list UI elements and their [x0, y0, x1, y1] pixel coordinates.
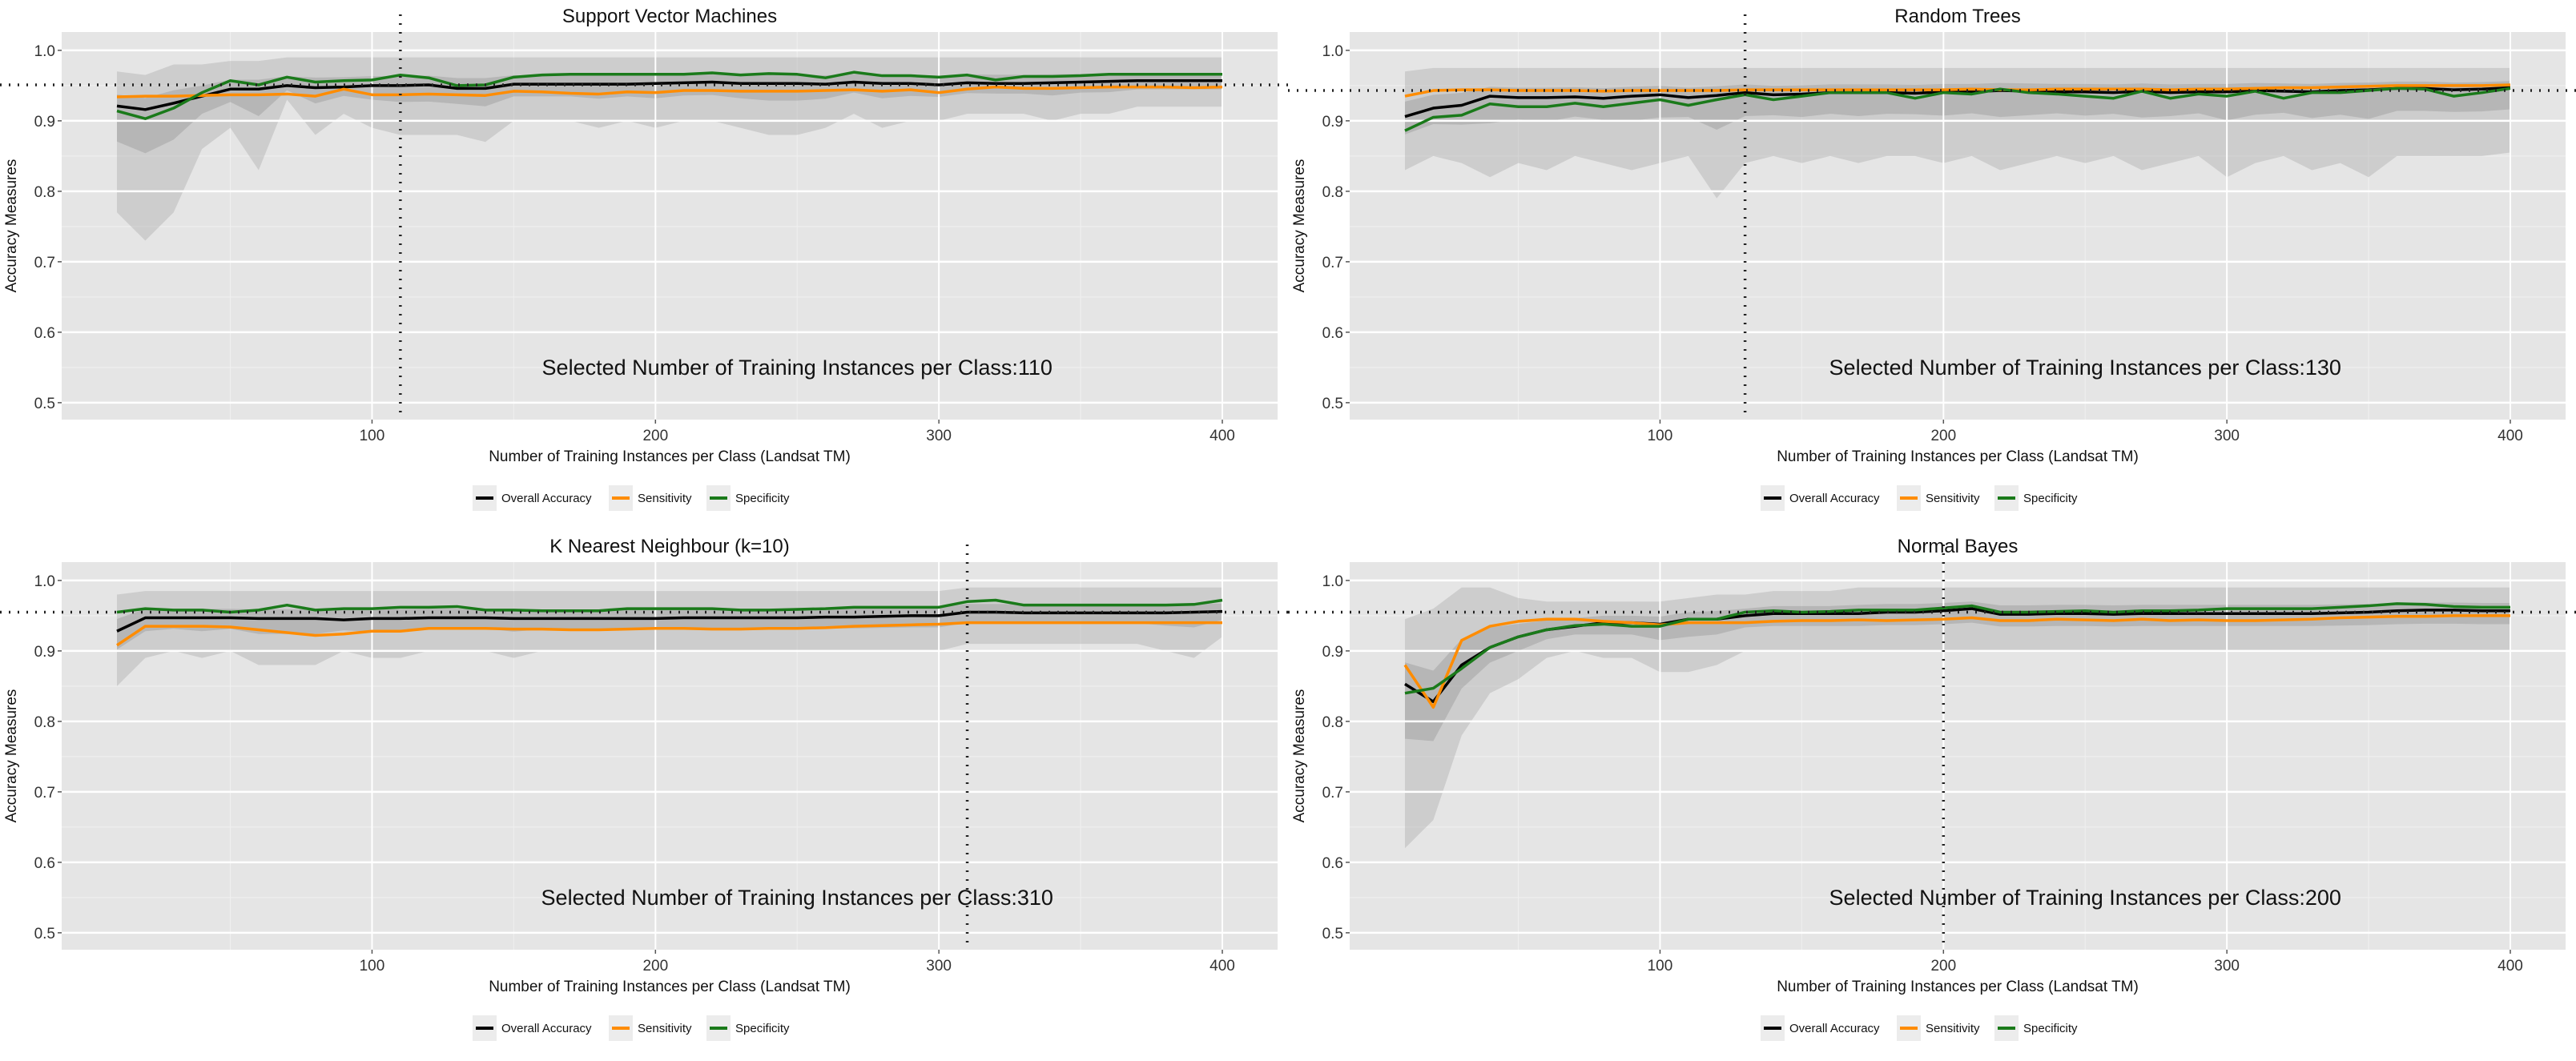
chart-panel-knn: Selected Number of Training Instances pe…: [0, 530, 1288, 1060]
y-tick-label: 0.5: [34, 926, 55, 942]
chart-title: Normal Bayes: [1898, 536, 2019, 557]
chart-title: K Nearest Neighbour (k=10): [549, 536, 789, 557]
chart-title: Support Vector Machines: [562, 6, 777, 27]
selection-annotation: Selected Number of Training Instances pe…: [1829, 356, 2341, 380]
chart-title: Random Trees: [1894, 6, 2020, 27]
x-tick-label: 100: [360, 428, 385, 444]
selection-annotation: Selected Number of Training Instances pe…: [1829, 886, 2341, 910]
y-tick-label: 0.5: [1322, 926, 1343, 942]
y-tick-label: 0.6: [34, 855, 55, 872]
x-tick-label: 100: [360, 958, 385, 975]
x-axis-label: Number of Training Instances per Class (…: [489, 448, 851, 465]
legend: Overall Accuracy Sensitivity Specificity: [1761, 485, 2078, 511]
x-axis-label: Number of Training Instances per Class (…: [1777, 448, 2139, 465]
y-tick-label: 0.7: [34, 255, 55, 271]
y-axis-label: Accuracy Measures: [1291, 159, 1308, 293]
x-axis-label: Number of Training Instances per Class (…: [1777, 979, 2139, 995]
y-tick-label: 0.8: [1322, 184, 1343, 201]
x-tick-label: 400: [2498, 428, 2523, 444]
confidence-band-inner: [1405, 601, 2510, 741]
y-tick-label: 0.7: [1322, 785, 1343, 802]
legend-label: Specificity: [2023, 1022, 2078, 1035]
y-tick-label: 0.9: [1322, 114, 1343, 131]
plot-background: [62, 32, 1278, 420]
legend-label: Sensitivity: [638, 492, 692, 505]
y-tick-label: 0.9: [34, 114, 55, 131]
legend-label: Overall Accuracy: [1789, 1022, 1880, 1035]
y-tick-label: 0.7: [34, 785, 55, 802]
x-tick-label: 300: [2214, 958, 2240, 975]
confidence-band-outer: [117, 587, 1222, 686]
legend-label: Overall Accuracy: [1789, 492, 1880, 505]
y-axis-label: Accuracy Measures: [3, 689, 20, 823]
legend-label: Sensitivity: [1926, 1022, 1980, 1035]
selection-annotation: Selected Number of Training Instances pe…: [541, 886, 1053, 910]
x-tick-label: 100: [1648, 958, 1673, 975]
confidence-band-outer: [1405, 67, 2510, 199]
y-axis-label: Accuracy Measures: [3, 159, 20, 293]
y-tick-label: 0.8: [1322, 714, 1343, 731]
y-axis-label: Accuracy Measures: [1291, 689, 1308, 823]
series-line-specificity: [1404, 86, 2511, 132]
y-tick-label: 1.0: [1322, 573, 1343, 590]
chart-panel-normal-bayes: Selected Number of Training Instances pe…: [1288, 530, 2576, 1060]
y-tick-label: 0.6: [1322, 855, 1343, 872]
legend-label: Specificity: [2023, 492, 2078, 505]
x-tick-label: 200: [1930, 428, 1956, 444]
y-tick-label: 0.5: [34, 396, 55, 412]
x-tick-label: 200: [1930, 958, 1956, 975]
y-tick-label: 0.9: [34, 644, 55, 661]
confidence-band-outer: [117, 57, 1222, 241]
x-tick-label: 400: [2498, 958, 2523, 975]
legend-label: Overall Accuracy: [501, 1022, 592, 1035]
y-tick-label: 0.8: [34, 714, 55, 731]
x-tick-label: 200: [642, 428, 668, 444]
chart-svg: Selected Number of Training Instances pe…: [0, 536, 1288, 1041]
y-tick-label: 0.6: [34, 325, 55, 342]
legend-label: Overall Accuracy: [501, 492, 592, 505]
x-axis-label: Number of Training Instances per Class (…: [489, 979, 851, 995]
x-tick-label: 200: [642, 958, 668, 975]
selection-annotation: Selected Number of Training Instances pe…: [542, 356, 1053, 380]
y-tick-label: 0.6: [1322, 325, 1343, 342]
chart-panel-svm: Selected Number of Training Instances pe…: [0, 0, 1288, 530]
y-tick-label: 1.0: [1322, 43, 1343, 60]
series-line-specificity: [116, 598, 1223, 614]
legend: Overall Accuracy Sensitivity Specificity: [473, 1015, 790, 1041]
y-tick-label: 1.0: [34, 573, 55, 590]
series-line-overall-accuracy: [116, 78, 1222, 111]
legend-label: Specificity: [735, 1022, 790, 1035]
plot-background: [62, 562, 1278, 950]
x-tick-label: 300: [2214, 428, 2240, 444]
series-line-sensitivity: [116, 85, 1223, 98]
y-tick-label: 1.0: [34, 43, 55, 60]
y-tick-label: 0.5: [1322, 396, 1343, 412]
y-tick-label: 0.7: [1322, 255, 1343, 271]
series-line-specificity: [116, 70, 1222, 120]
confidence-band-outer: [1405, 587, 2510, 849]
legend-label: Specificity: [735, 492, 790, 505]
x-tick-label: 100: [1648, 428, 1673, 444]
chart-svg: Selected Number of Training Instances pe…: [1288, 6, 2576, 511]
series-line-sensitivity: [116, 621, 1222, 647]
plot-background: [1350, 562, 2566, 950]
chart-panel-random-trees: Selected Number of Training Instances pe…: [1288, 0, 2576, 530]
legend: Overall Accuracy Sensitivity Specificity: [1761, 1015, 2078, 1041]
series-line-specificity: [1404, 602, 2510, 695]
y-tick-label: 0.9: [1322, 644, 1343, 661]
series-line-overall-accuracy: [116, 609, 1223, 633]
series-line-overall-accuracy: [1404, 86, 2511, 119]
chart-svg: Selected Number of Training Instances pe…: [0, 6, 1288, 511]
x-tick-label: 300: [926, 958, 952, 975]
y-tick-label: 0.8: [34, 184, 55, 201]
x-tick-label: 300: [926, 428, 952, 444]
legend: Overall Accuracy Sensitivity Specificity: [473, 485, 790, 511]
legend-label: Sensitivity: [638, 1022, 692, 1035]
x-tick-label: 400: [1210, 958, 1235, 975]
x-tick-label: 400: [1210, 428, 1235, 444]
legend-label: Sensitivity: [1926, 492, 1980, 505]
chart-svg: Selected Number of Training Instances pe…: [1288, 536, 2576, 1041]
series-line-sensitivity: [1403, 614, 2510, 709]
